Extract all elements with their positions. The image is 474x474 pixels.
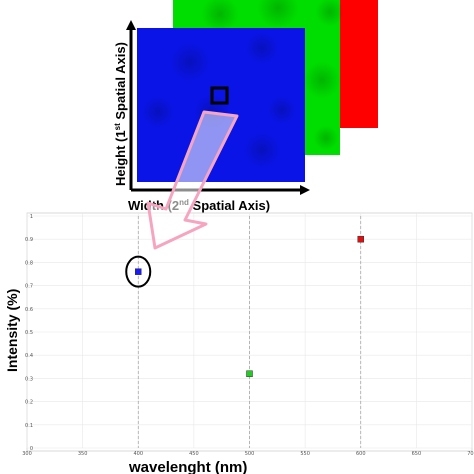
y-tick-label: 0.1	[25, 423, 33, 429]
blue-band-layer	[137, 28, 305, 182]
y-tick-label: 0.2	[25, 400, 33, 406]
data-point-marker	[246, 370, 253, 378]
dashed-guide-lines	[137, 216, 362, 448]
height-axis-label: Height (1st Spatial Axis)	[113, 42, 128, 186]
x-tick-label: 400	[133, 451, 143, 457]
y-tick-label: 0.7	[25, 284, 33, 290]
x-tick-label: 650	[412, 451, 422, 457]
y-tick-label: 0.3	[25, 376, 33, 382]
y-tick-label: 0.6	[25, 307, 33, 313]
data-cube: Height (1st Spatial Axis) Width (2nd Spa…	[113, 0, 378, 213]
y-tick-label: 0	[30, 446, 33, 452]
x-tick-label: 300	[22, 451, 32, 457]
y-tick-label: 1	[30, 214, 33, 220]
x-tick-labels: 300 350 400 450 500 550 600 650 700	[22, 451, 474, 457]
x-tick-label: 700	[467, 451, 474, 457]
y-tick-label: 0.8	[25, 260, 33, 266]
height-axis-arrowhead	[126, 20, 136, 30]
y-tick-label: 0.5	[25, 330, 33, 336]
selected-pixel-marker	[210, 86, 229, 105]
y-tick-label: 0.9	[25, 237, 33, 243]
pointer-arrow	[146, 110, 239, 250]
data-point-marker	[135, 268, 142, 275]
x-tick-label: 600	[356, 451, 366, 457]
y-tick-label: 0.4	[25, 353, 33, 359]
x-tick-label: 550	[300, 451, 310, 457]
width-axis-arrowhead	[300, 185, 310, 195]
data-point-marker	[357, 235, 364, 243]
data-points	[135, 235, 364, 378]
x-tick-label: 350	[78, 451, 88, 457]
x-axis-title: wavelenght (nm)	[128, 459, 247, 474]
x-tick-label: 450	[189, 451, 199, 457]
highlight-ellipse	[125, 255, 152, 288]
y-axis-title: Intensity (%)	[4, 289, 20, 372]
y-tick-labels: 0 0.1 0.2 0.3 0.4 0.5 0.6 0.7 0.8 0.9 1	[25, 214, 33, 452]
x-tick-label: 500	[245, 451, 255, 457]
spectrum-plot: 300 350 400 450 500 550 600 650 700 0 0.1 0.2 0.3 0.…	[4, 212, 474, 474]
